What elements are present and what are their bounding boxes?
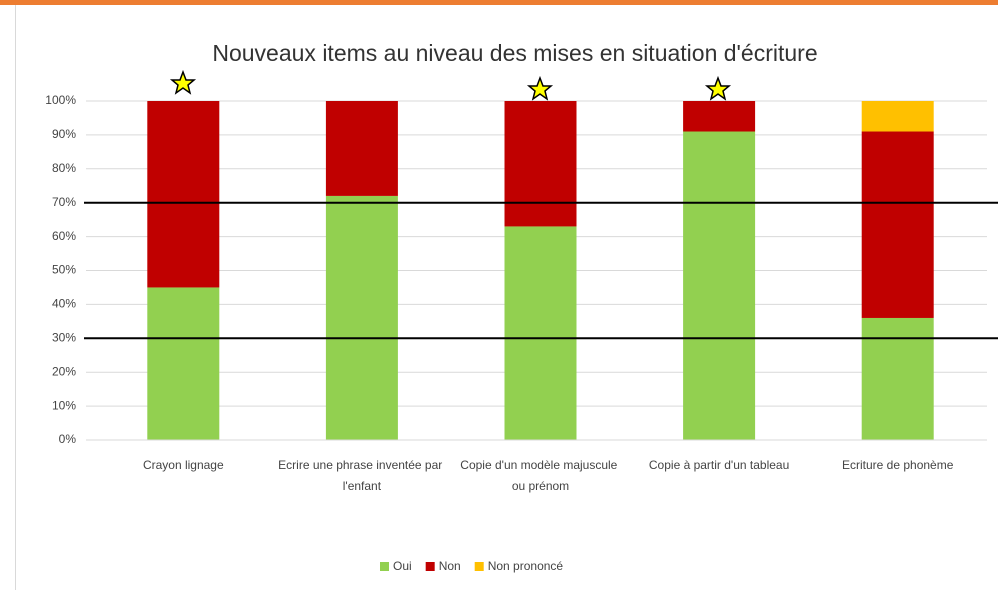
bar-segment — [683, 101, 756, 132]
y-tick-label: 70% — [52, 195, 76, 209]
y-tick-label: 10% — [52, 398, 76, 412]
legend-swatch — [474, 562, 484, 571]
star — [704, 75, 732, 101]
y-tick-label: 40% — [52, 297, 76, 311]
legend-swatch — [425, 562, 435, 571]
x-tick-label: Copie à partir d'un tableau — [649, 458, 789, 472]
x-tick-label: Ecriture de phonème — [842, 458, 954, 472]
y-tick-label: 50% — [52, 263, 76, 277]
y-tick-label: 90% — [52, 127, 76, 141]
star — [169, 69, 197, 95]
x-tick-label: Crayon lignage — [143, 458, 224, 472]
legend-swatch — [380, 562, 389, 571]
y-tick-label: 0% — [59, 432, 77, 446]
top-border — [0, 0, 998, 5]
bar-segment — [861, 131, 934, 318]
bar-segment — [861, 101, 934, 132]
bar-segment — [147, 101, 220, 288]
bar-segment — [325, 101, 398, 196]
bar-segment — [504, 226, 577, 440]
star — [526, 75, 554, 101]
y-tick-label: 100% — [45, 93, 76, 107]
bar-segment — [325, 195, 398, 440]
legend-label: Non prononcé — [488, 559, 564, 573]
bar-segment — [147, 287, 220, 440]
bar-segment — [504, 101, 577, 227]
y-tick-label: 60% — [52, 229, 76, 243]
chart-title: Nouveaux items au niveau des mises en si… — [212, 40, 817, 66]
stars — [169, 69, 732, 101]
legend-label: Oui — [393, 559, 412, 573]
y-tick-label: 20% — [52, 364, 76, 378]
legend-label: Non — [439, 559, 461, 573]
y-tick-label: 80% — [52, 161, 76, 175]
y-tick-label: 30% — [52, 330, 76, 344]
bar-segment — [861, 317, 934, 440]
x-tick-label: Ecrire une phrase inventée par l'enfant — [278, 458, 445, 493]
bar-segment — [683, 131, 756, 440]
x-tick-label: Copie d'un modèle majuscule ou prénom — [460, 458, 620, 493]
